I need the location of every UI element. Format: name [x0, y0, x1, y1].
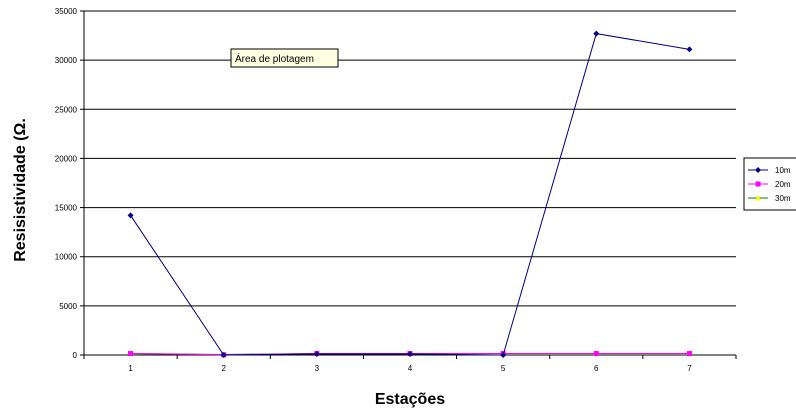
point-10m-6 — [593, 30, 600, 37]
legend-label-10m: 10m — [775, 166, 791, 175]
plot-area-tooltip: Área de plotagem — [230, 48, 339, 68]
y-axis-title: Resisistividade (Ω. — [12, 118, 29, 262]
y-axis-ticks: 0 5000 10000 15000 20000 25000 30000 35000 — [55, 7, 84, 360]
x-tick-label-5: 5 — [501, 364, 506, 373]
legend-item-10m: 10m — [748, 166, 791, 175]
y-tick-label-5: 25000 — [55, 105, 78, 114]
point-10m-4 — [407, 351, 413, 358]
x-axis-title: Estações — [375, 391, 445, 408]
legend-marker-20m — [755, 181, 761, 187]
point-10m-7 — [686, 46, 693, 53]
legend-item-20m: 20m — [748, 180, 791, 189]
y-tick-label-1: 5000 — [59, 302, 77, 311]
y-tick-label-3: 15000 — [55, 204, 78, 213]
x-tick-label-3: 3 — [315, 364, 320, 373]
point-10m-1 — [127, 212, 134, 219]
x-tick-label-7: 7 — [687, 364, 692, 373]
y-tick-label-4: 20000 — [55, 154, 78, 163]
x-axis-ticks: 1 2 3 4 5 6 7 — [83, 355, 737, 373]
y-tick-label-2: 10000 — [55, 253, 78, 262]
point-10m-2 — [220, 352, 227, 358]
x-tick-label-4: 4 — [408, 364, 413, 373]
y-tick-label-6: 30000 — [55, 56, 78, 65]
point-10m-5 — [500, 352, 507, 358]
y-tick-label-7: 35000 — [55, 7, 78, 16]
point-20m-7 — [686, 351, 692, 357]
y-tick-label-0: 0 — [73, 351, 78, 360]
point-10m-3 — [313, 351, 320, 358]
legend-marker-10m — [755, 167, 761, 173]
x-tick-label-1: 1 — [128, 364, 133, 373]
x-tick-label-6: 6 — [594, 364, 599, 373]
x-tick-label-2: 2 — [221, 364, 226, 373]
legend-item-30m: 30m — [748, 194, 791, 203]
point-20m-6 — [593, 351, 599, 357]
plot-area[interactable] — [84, 11, 736, 355]
gridlines — [83, 10, 736, 356]
legend-marker-30m — [755, 195, 761, 201]
legend-label-20m: 20m — [775, 180, 791, 189]
series-group — [127, 30, 693, 358]
legend: 10m 20m 30m — [743, 157, 796, 211]
series-10m — [127, 30, 693, 358]
point-20m-1 — [128, 351, 134, 357]
plot-area-background — [84, 11, 736, 355]
legend-label-30m: 30m — [775, 194, 791, 203]
tooltip-text: Área de plotagem — [235, 52, 314, 65]
